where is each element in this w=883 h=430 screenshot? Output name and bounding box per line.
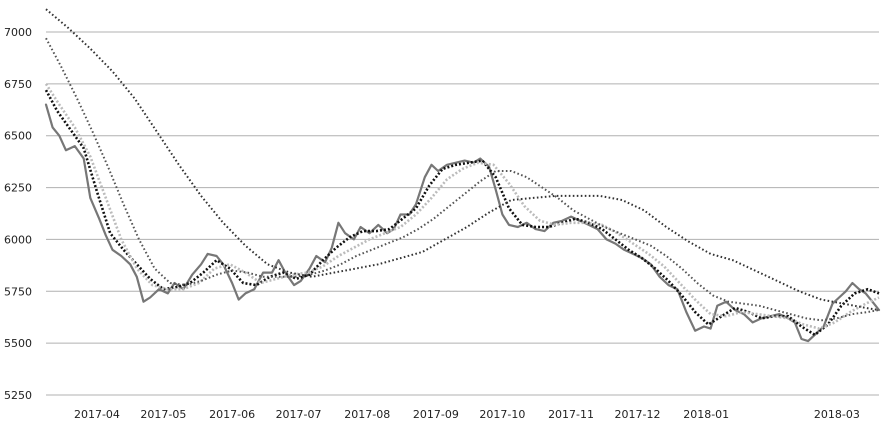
y-tick-label: 5750	[4, 285, 32, 298]
x-tick-label: 2017-04	[74, 408, 120, 421]
x-tick-label: 2018-01	[683, 408, 729, 421]
x-tick-label: 2017-07	[276, 408, 322, 421]
y-axis-ticks: 5250 5500 5750 6000 6250 6500 6750 7000	[4, 26, 32, 402]
series-line-3	[44, 83, 880, 330]
x-axis-ticks: 2017-04 2017-05 2017-06 2017-07 2017-08 2017-…	[74, 408, 860, 421]
y-tick-label: 5250	[4, 389, 32, 402]
y-tick-label: 7000	[4, 26, 32, 39]
series-line-4	[45, 37, 880, 322]
gridlines	[46, 31, 879, 396]
x-tick-label: 2017-05	[140, 408, 186, 421]
x-tick-label: 2017-11	[548, 408, 594, 421]
y-tick-label: 6750	[4, 78, 32, 91]
series-line-5	[45, 8, 880, 311]
x-tick-label: 2017-08	[344, 408, 390, 421]
series-line-1	[44, 103, 881, 343]
x-tick-label: 2017-12	[615, 408, 661, 421]
series-group	[44, 8, 881, 343]
x-tick-label: 2017-09	[413, 408, 459, 421]
y-tick-label: 6250	[4, 182, 32, 195]
y-tick-label: 5500	[4, 337, 32, 350]
x-tick-label: 2017-10	[479, 408, 525, 421]
y-tick-label: 6000	[4, 233, 32, 246]
series-line-2	[44, 89, 880, 337]
x-tick-label: 2018-03	[814, 408, 860, 421]
x-tick-label: 2017-06	[209, 408, 255, 421]
y-tick-label: 6500	[4, 130, 32, 143]
